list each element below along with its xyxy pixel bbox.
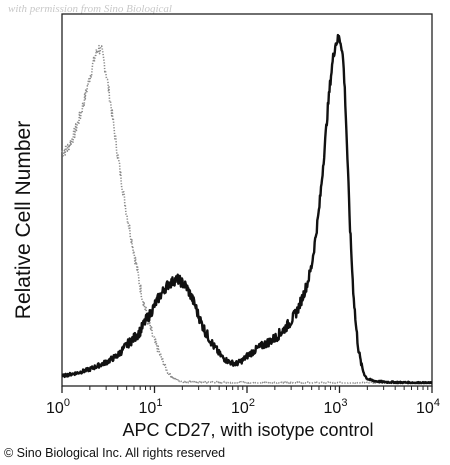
y-axis-label-text: Relative Cell Number	[12, 120, 35, 320]
x-tick-exponent: 2	[249, 397, 255, 409]
plot-frame	[61, 13, 433, 387]
x-tick-label: 104	[416, 397, 440, 417]
series-layer	[61, 33, 433, 385]
y-axis-label: Relative Cell Number	[4, 121, 44, 319]
x-tick-label: 101	[139, 397, 163, 417]
x-tick-base: 10	[46, 400, 64, 417]
x-tick-label: 102	[231, 397, 255, 417]
x-tick-exponent: 3	[341, 397, 347, 409]
isotype-control-histogram-line	[61, 44, 433, 384]
x-tick-exponent: 1	[156, 397, 162, 409]
x-tick-base: 10	[324, 400, 342, 417]
x-tick-exponent: 0	[64, 397, 70, 409]
copyright-notice: © Sino Biological Inc. All rights reserv…	[4, 446, 226, 460]
apc-cd27-histogram-line	[61, 33, 433, 385]
x-tick-label: 100	[46, 397, 70, 417]
x-axis-label: APC CD27, with isotype control	[122, 420, 374, 440]
x-tick-base: 10	[139, 400, 157, 417]
watermark-text: with permission from Sino Biological	[8, 3, 172, 15]
x-tick-base: 10	[416, 400, 434, 417]
x-tick-base: 10	[231, 400, 249, 417]
x-tick-exponent: 4	[434, 397, 440, 409]
x-tick-label: 103	[324, 397, 348, 417]
x-axis-ticks: 100 101 102 103 104	[46, 386, 440, 417]
